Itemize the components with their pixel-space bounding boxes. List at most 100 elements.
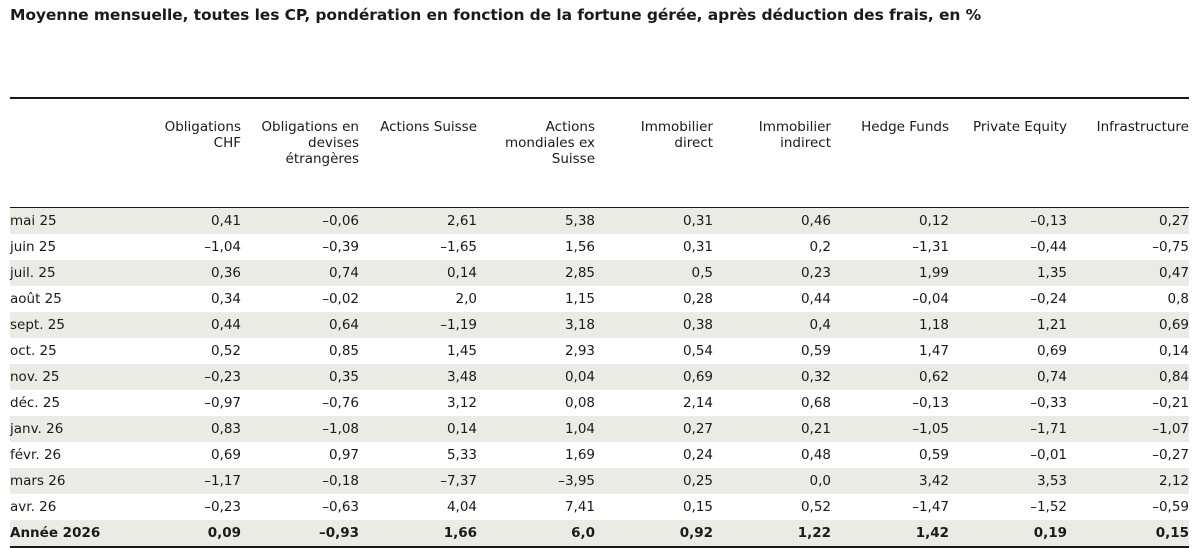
cell-actions-suisse: 2,0 xyxy=(455,291,477,307)
cell-hedge-funds: 1,99 xyxy=(831,260,949,286)
cell-obligations-chf: 0,52 xyxy=(210,343,241,359)
table-row: nov. 25 –0,23 0,35 3,48 0,04 0,69 0,32 0,62 0,74… xyxy=(10,364,1189,390)
cell-actions-mondiales: 0,08 xyxy=(564,395,595,411)
cell-actions-mondiales: 1,15 xyxy=(564,291,595,307)
cell-actions-mondiales: 1,04 xyxy=(477,416,595,442)
cell-period: déc. 25 xyxy=(10,395,61,411)
cell-period: nov. 25 xyxy=(10,364,110,390)
cell-obligations-devises: –0,63 xyxy=(322,499,359,515)
cell-obligations-chf: 0,44 xyxy=(110,312,241,338)
cell-obligations-chf: 0,69 xyxy=(210,447,241,463)
cell-period: avr. 26 xyxy=(10,499,57,515)
table-row: juil. 25 0,36 0,74 0,14 2,85 0,5 0,23 1,99 1,35 0… xyxy=(10,260,1189,286)
cell-immobilier-indirect: 0,48 xyxy=(800,447,831,463)
cell-period: févr. 26 xyxy=(10,447,62,463)
cell-hedge-funds: –0,04 xyxy=(912,291,949,307)
cell-obligations-chf: –1,04 xyxy=(204,239,241,255)
cell-immobilier-indirect: 0,44 xyxy=(800,291,831,307)
cell-actions-mondiales: 2,93 xyxy=(564,343,595,359)
cell-actions-suisse: 0,14 xyxy=(359,416,477,442)
cell-hedge-funds: –1,05 xyxy=(831,416,949,442)
cell-immobilier-direct: 0,25 xyxy=(595,468,713,494)
table-row: févr. 26 0,69 0,97 5,33 1,69 0,24 0,48 0,59 –0,0… xyxy=(10,442,1189,468)
cell-private-equity: 0,74 xyxy=(949,364,1067,390)
cell-immobilier-indirect: 0,46 xyxy=(713,207,831,234)
cell-immobilier-direct: 0,24 xyxy=(682,447,713,463)
cell-period: juil. 25 xyxy=(10,260,110,286)
cell-infrastructure: 0,47 xyxy=(1067,260,1189,286)
cell-actions-mondiales: 7,41 xyxy=(564,499,595,515)
cell-obligations-chf: –0,23 xyxy=(204,499,241,515)
cell-obligations-chf: –0,23 xyxy=(110,364,241,390)
cell-obligations-chf: –0,97 xyxy=(204,395,241,411)
header-cell-obligations-chf: Obligations CHF xyxy=(110,97,241,208)
cell-actions-mondiales: 2,85 xyxy=(477,260,595,286)
cell-obligations-chf: 0,34 xyxy=(210,291,241,307)
cell-actions-mondiales: 1,56 xyxy=(564,239,595,255)
header-cell-hedge-funds: Hedge Funds xyxy=(831,97,949,208)
cell-period: juin 25 xyxy=(10,239,57,255)
header-label: Obligations CHF xyxy=(164,119,241,151)
cell-actions-suisse: –1,65 xyxy=(440,239,477,255)
header-cell-infrastructure: Infrastructure xyxy=(1067,97,1189,208)
cell-immobilier-direct: 0,28 xyxy=(682,291,713,307)
header-cell-immobilier-direct: Immobilier direct xyxy=(595,97,713,208)
header-label: Infrastructure xyxy=(1096,119,1189,135)
table-row: mars 26 –1,17 –0,18 –7,37 –3,95 0,25 0,0 3,42 3,… xyxy=(10,468,1189,494)
cell-actions-mondiales: 1,69 xyxy=(564,447,595,463)
header-cell-private-equity: Private Equity xyxy=(949,97,1067,208)
table-body: mai 25 0,41 –0,06 2,61 5,38 0,31 0,46 0,12 –0,13… xyxy=(10,207,1189,548)
cell-private-equity: –0,01 xyxy=(1030,447,1067,463)
cell-immobilier-indirect: 0,68 xyxy=(800,395,831,411)
cell-immobilier-indirect: 0,52 xyxy=(800,499,831,515)
header-label: Immobilier indirect xyxy=(758,119,831,151)
cell-immobilier-indirect: 0,4 xyxy=(713,312,831,338)
table-row: mai 25 0,41 –0,06 2,61 5,38 0,31 0,46 0,12 –0,13… xyxy=(10,207,1189,234)
cell-infrastructure: –1,07 xyxy=(1067,416,1189,442)
cell-actions-mondiales: 3,18 xyxy=(477,312,595,338)
returns-table: Obligations CHF Obligations en devises é… xyxy=(10,97,1189,548)
cell-private-equity: –0,24 xyxy=(1030,291,1067,307)
table-row: déc. 25 –0,97 –0,76 3,12 0,08 2,14 0,68 –0,13 –0… xyxy=(10,390,1189,416)
cell-obligations-devises: 0,35 xyxy=(241,364,359,390)
table-row: janv. 26 0,83 –1,08 0,14 1,04 0,27 0,21 –1,05 –1… xyxy=(10,416,1189,442)
cell-hedge-funds: –0,13 xyxy=(912,395,949,411)
cell-actions-suisse: 2,61 xyxy=(359,207,477,234)
header-cell-actions-mondiales: Actions mondiales ex Suisse xyxy=(477,97,595,208)
cell-obligations-chf: 0,41 xyxy=(110,207,241,234)
cell-private-equity: –1,71 xyxy=(949,416,1067,442)
cell-infrastructure: –0,59 xyxy=(1152,499,1189,515)
cell-hedge-funds: –1,47 xyxy=(912,499,949,515)
table-row: sept. 25 0,44 0,64 –1,19 3,18 0,38 0,4 1,18 1,21… xyxy=(10,312,1189,338)
cell-private-equity: 3,53 xyxy=(949,468,1067,494)
cell-infrastructure: 0,8 xyxy=(1167,291,1189,307)
cell-immobilier-indirect: 0,2 xyxy=(809,239,831,255)
cell-immobilier-indirect: 0,59 xyxy=(800,343,831,359)
cell-obligations-devises: –0,39 xyxy=(322,239,359,255)
header-label: Actions Suisse xyxy=(380,119,477,135)
cell-private-equity: –1,52 xyxy=(1030,499,1067,515)
cell-immobilier-direct: 0,38 xyxy=(595,312,713,338)
cell-immobilier-direct: 2,14 xyxy=(682,395,713,411)
cell-actions-mondiales: 5,38 xyxy=(477,207,595,234)
header-cell-period xyxy=(10,97,110,208)
table-title: Moyenne mensuelle, toutes les CP, pondér… xyxy=(10,6,982,24)
cell-hedge-funds: 3,42 xyxy=(831,468,949,494)
cell-actions-suisse: 3,12 xyxy=(446,395,477,411)
cell-actions-suisse: 1,45 xyxy=(446,343,477,359)
cell-obligations-devises: –1,08 xyxy=(241,416,359,442)
cell-period: août 25 xyxy=(10,291,62,307)
cell-immobilier-indirect: 0,21 xyxy=(713,416,831,442)
cell-obligations-chf: 0,83 xyxy=(110,416,241,442)
cell-obligations-devises: –0,76 xyxy=(322,395,359,411)
cell-infrastructure: –0,21 xyxy=(1152,395,1189,411)
returns-table-container: Obligations CHF Obligations en devises é… xyxy=(10,97,1189,548)
cell-infrastructure: 0,14 xyxy=(1158,343,1189,359)
header-cell-obligations-devises: Obligations en devises étrangères xyxy=(241,97,359,208)
cell-obligations-chf: –1,17 xyxy=(110,468,241,494)
cell-obligations-devises: –0,06 xyxy=(241,207,359,234)
cell-infrastructure: –0,27 xyxy=(1152,447,1189,463)
cell-immobilier-indirect: 0,0 xyxy=(713,468,831,494)
cell-infrastructure: 0,69 xyxy=(1067,312,1189,338)
header-label: Private Equity xyxy=(972,119,1067,135)
